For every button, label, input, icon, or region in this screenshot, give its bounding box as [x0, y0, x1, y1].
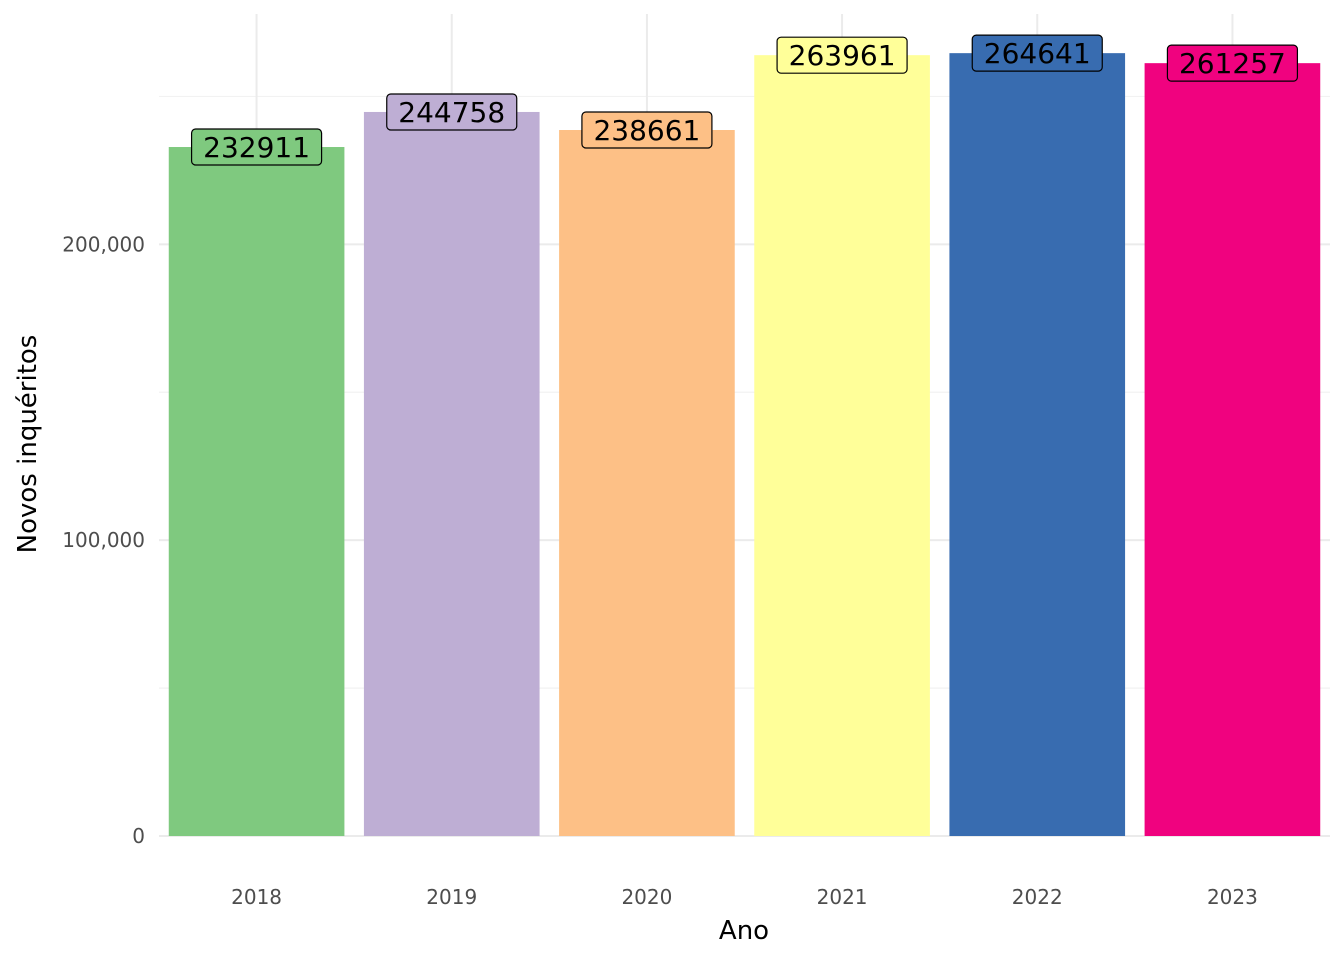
- x-tick-label: 2018: [231, 885, 282, 909]
- data-label-box: [581, 111, 713, 149]
- bars: [168, 53, 1321, 837]
- x-axis-title: Ano: [719, 916, 769, 946]
- x-tick-label: 2023: [1207, 885, 1258, 909]
- y-axis-title: Novos inquéritos: [13, 335, 43, 554]
- data-label-box: [971, 34, 1103, 72]
- x-tick-label: 2019: [426, 885, 477, 909]
- data-label: 232911: [203, 131, 310, 164]
- data-label-box: [386, 93, 518, 131]
- x-tick-label: 2020: [621, 885, 672, 909]
- x-axis-ticks: 2018 2019 2020 2021 2022 2023: [231, 885, 1258, 909]
- data-label: 244758: [398, 96, 505, 129]
- data-labels: 232911 244758 238661 263961 264641 261257: [190, 34, 1299, 166]
- y-tick-label: 100,000: [62, 528, 145, 552]
- bar: [168, 147, 345, 836]
- data-label: 238661: [593, 114, 700, 147]
- y-tick-label: 0: [132, 824, 145, 848]
- data-label: 263961: [789, 39, 896, 72]
- bar: [754, 55, 930, 836]
- x-tick-label: 2021: [817, 885, 868, 909]
- y-axis-ticks: 0 100,000 200,000: [62, 232, 145, 848]
- data-label-box: [190, 128, 323, 166]
- bar: [949, 53, 1126, 836]
- data-label-box: [1166, 44, 1299, 82]
- data-label-box: [776, 36, 908, 74]
- x-tick-label: 2022: [1012, 885, 1063, 909]
- y-tick-label: 200,000: [62, 232, 145, 256]
- bar: [559, 130, 735, 836]
- bar: [1144, 63, 1321, 836]
- bar: [363, 111, 540, 837]
- data-label: 264641: [984, 37, 1091, 70]
- data-label: 261257: [1179, 47, 1286, 80]
